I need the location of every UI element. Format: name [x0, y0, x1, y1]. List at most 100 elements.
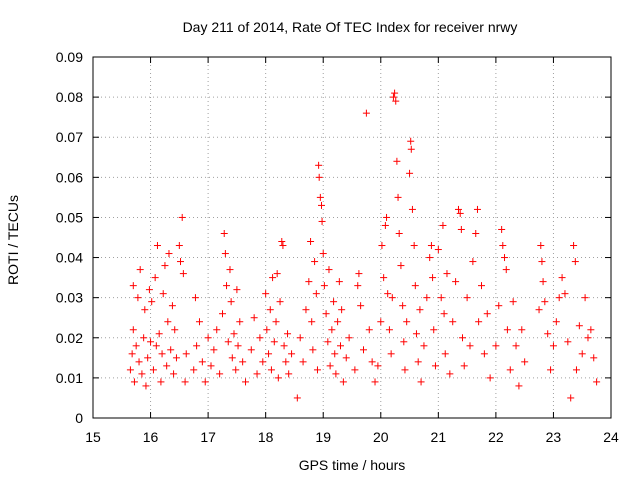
grid-lines — [93, 57, 611, 418]
data-point-marker — [309, 346, 317, 354]
data-point-marker — [140, 334, 148, 342]
data-point-marker — [336, 342, 344, 350]
data-point-marker — [338, 306, 346, 314]
data-point-marker — [351, 366, 359, 374]
data-point-marker — [171, 326, 179, 334]
data-point-marker — [478, 282, 485, 290]
data-point-marker — [486, 374, 494, 382]
data-point-marker — [219, 310, 226, 318]
data-point-marker — [578, 350, 586, 358]
data-point-marker — [280, 342, 288, 350]
data-point-marker — [135, 358, 143, 366]
data-point-marker — [378, 242, 386, 250]
data-point-marker — [354, 282, 362, 290]
data-point-marker — [584, 334, 592, 342]
data-point-marker — [168, 302, 176, 310]
data-point-marker — [407, 137, 415, 145]
data-point-marker — [345, 334, 353, 342]
data-point-marker — [339, 378, 347, 386]
data-point-marker — [384, 290, 392, 298]
data-point-marker — [561, 290, 569, 298]
data-point-marker — [195, 318, 203, 326]
data-point-marker — [541, 298, 549, 306]
data-point-marker — [325, 266, 333, 274]
y-axis-label: ROTI / TECUs — [5, 195, 21, 285]
data-point-marker — [167, 346, 175, 354]
data-point-marker — [495, 302, 503, 310]
data-point-marker — [374, 362, 382, 370]
data-point-marker — [312, 290, 320, 298]
data-point-marker — [227, 298, 235, 306]
data-point-marker — [149, 366, 157, 374]
x-tick-label: 20 — [373, 429, 389, 445]
data-point-marker — [434, 246, 442, 254]
data-point-marker — [483, 310, 491, 318]
data-point-marker — [537, 242, 545, 250]
data-point-marker — [572, 366, 580, 374]
y-tick-label: 0.02 — [56, 330, 83, 346]
data-point-marker — [239, 358, 247, 366]
data-point-marker — [134, 294, 142, 302]
data-point-marker — [193, 342, 201, 350]
data-point-marker — [179, 270, 187, 278]
data-point-marker — [331, 350, 339, 358]
data-point-marker — [236, 318, 244, 326]
data-point-marker — [544, 330, 552, 338]
data-point-marker — [282, 358, 290, 366]
data-point-marker — [182, 350, 190, 358]
data-point-marker — [130, 378, 138, 386]
data-point-marker — [302, 306, 310, 314]
data-point-marker — [567, 394, 575, 402]
x-axis-label: GPS time / hours — [299, 457, 406, 473]
data-point-marker — [412, 330, 420, 338]
data-point-marker — [460, 362, 468, 370]
data-point-marker — [276, 298, 284, 306]
y-tick-label: 0 — [75, 410, 83, 426]
x-tick-label: 16 — [143, 429, 159, 445]
data-point-marker — [552, 318, 560, 326]
data-point-marker — [319, 250, 327, 258]
data-point-marker — [324, 338, 332, 346]
data-point-marker — [269, 274, 277, 282]
data-point-marker — [503, 326, 511, 334]
data-point-marker — [163, 362, 171, 370]
data-point-marker — [431, 362, 439, 370]
data-point-marker — [408, 205, 416, 213]
data-point-marker — [230, 330, 238, 338]
y-tick-label: 0.05 — [56, 209, 83, 225]
data-point-marker — [502, 266, 510, 274]
data-point-marker — [220, 229, 228, 237]
data-point-marker — [410, 242, 418, 250]
data-point-marker — [417, 378, 425, 386]
data-point-marker — [328, 326, 336, 334]
data-point-marker — [407, 145, 415, 153]
data-point-marker — [293, 394, 301, 402]
data-point-marker — [253, 370, 261, 378]
data-point-marker — [387, 350, 395, 358]
data-point-marker — [466, 342, 474, 350]
data-point-marker — [266, 306, 274, 314]
data-point-marker — [153, 242, 161, 250]
data-point-marker — [377, 318, 385, 326]
data-point-marker — [267, 366, 275, 374]
data-point-marker — [475, 318, 483, 326]
data-point-marker — [170, 370, 178, 378]
data-point-marker — [159, 290, 167, 298]
data-point-marker — [437, 294, 445, 302]
data-point-marker — [284, 330, 292, 338]
data-point-marker — [457, 225, 465, 233]
data-point-marker — [393, 157, 401, 165]
x-tick-label: 18 — [258, 429, 274, 445]
data-point-marker — [385, 326, 393, 334]
data-point-marker — [322, 310, 330, 318]
data-point-marker — [581, 294, 589, 302]
data-point-marker — [132, 342, 140, 350]
x-tick-label: 22 — [488, 429, 504, 445]
data-point-marker — [128, 350, 136, 358]
data-point-marker — [207, 362, 215, 370]
data-point-marker — [571, 258, 579, 266]
data-point-marker — [383, 213, 391, 221]
data-point-marker — [403, 318, 411, 326]
data-point-marker — [535, 306, 543, 314]
data-point-marker — [161, 262, 169, 270]
